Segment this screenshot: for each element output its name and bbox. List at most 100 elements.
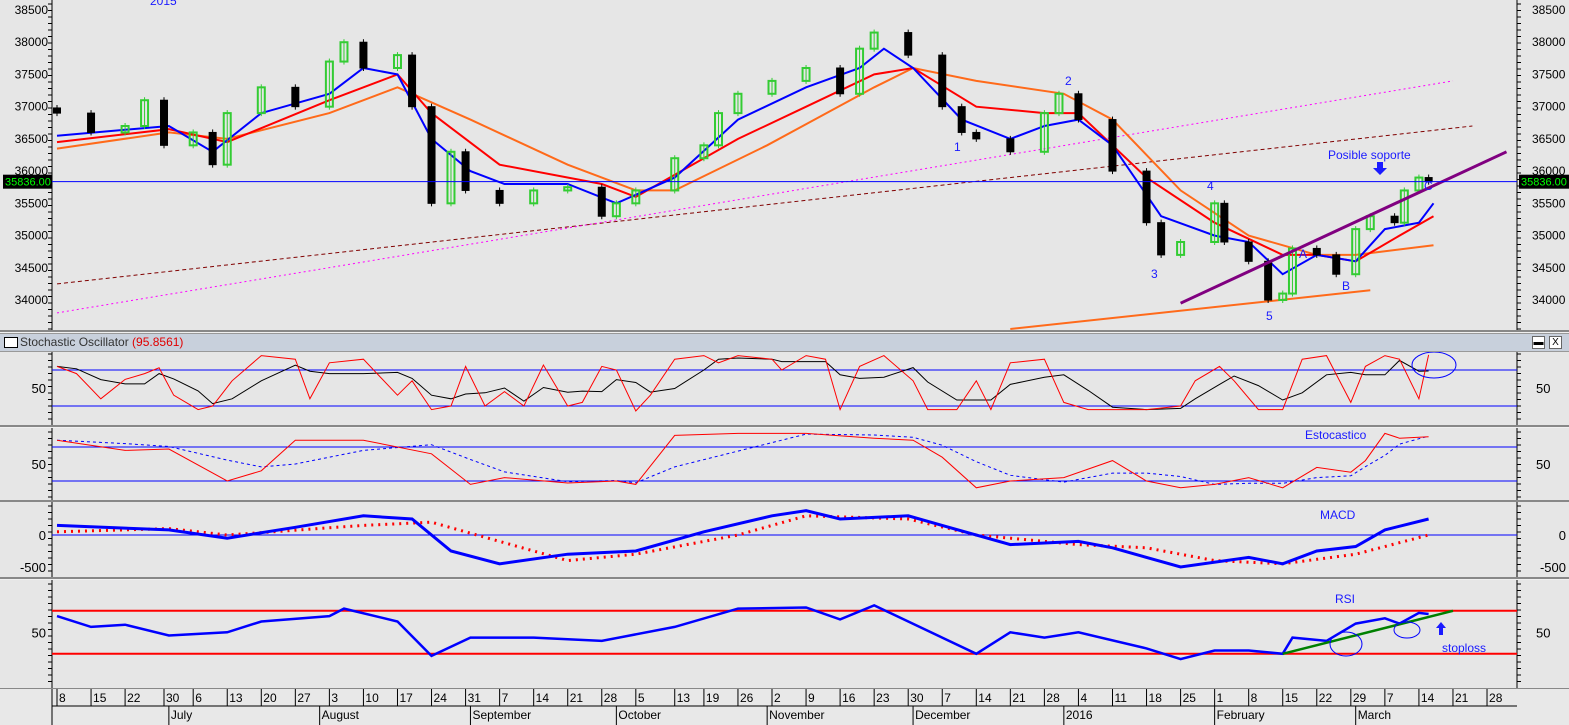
stochastic-d-line <box>56 357 1429 411</box>
candle-down <box>208 131 217 166</box>
price-tick-right: 35500 <box>1532 196 1566 210</box>
month-label: February <box>1217 708 1265 722</box>
ma-fast-line <box>56 47 1435 276</box>
support-line <box>1010 289 1371 330</box>
date-tick-label: 8 <box>59 691 66 705</box>
candle-up <box>392 54 402 69</box>
price-tick-right: 38500 <box>1532 3 1566 17</box>
month-label: September <box>472 708 531 722</box>
wave-label-3: 3 <box>1151 267 1158 281</box>
stochastic-title: Stochastic Oscillator (95.8561) <box>20 335 183 349</box>
candle-down <box>291 86 300 108</box>
rsi-label: RSI <box>1335 592 1356 606</box>
date-tick-label: 8 <box>1251 691 1258 705</box>
price-tick-right: 34500 <box>1532 261 1566 275</box>
estocastico-signal-line <box>56 433 1429 485</box>
candle-down <box>1142 170 1151 224</box>
candle-down <box>1312 247 1321 256</box>
price-tick-left: 37000 <box>15 100 49 114</box>
month-label: July <box>171 708 192 722</box>
date-tick-label: 1 <box>1217 691 1224 705</box>
date-tick-label: 7 <box>1387 691 1394 705</box>
price-tick-left: 35500 <box>15 196 49 210</box>
highlight-circle <box>1329 631 1363 657</box>
date-tick-label: 28 <box>1489 691 1503 705</box>
stochastic-right-axis <box>1517 350 1569 425</box>
rsi-panel <box>52 580 1517 688</box>
candle-up <box>120 125 130 134</box>
date-tick-label: 22 <box>127 691 141 705</box>
candle-down <box>1006 138 1015 153</box>
price-tick-right: 36500 <box>1532 132 1566 146</box>
date-tick-label: 15 <box>1285 691 1299 705</box>
candle-up <box>699 144 709 160</box>
estocastico-tick-left: 50 <box>32 457 46 472</box>
highlight-circle <box>1393 621 1421 639</box>
estocastico-label: Estocastico <box>1305 428 1367 442</box>
candle-down <box>461 151 470 191</box>
stochastic-panel-header: Stochastic Oscillator (95.8561) ▬ X <box>0 333 1569 352</box>
wave-label-a: A <box>1299 247 1308 261</box>
date-tick-label: 10 <box>365 691 379 705</box>
date-tick-label: 14 <box>536 691 550 705</box>
date-tick-label: 15 <box>93 691 107 705</box>
candle-down <box>904 32 913 56</box>
month-label: December <box>915 708 970 722</box>
date-tick-label: 13 <box>677 691 691 705</box>
date-tick-label: 21 <box>1455 691 1469 705</box>
month-label: October <box>618 708 661 722</box>
last-price-badge <box>1519 174 1569 189</box>
price-tick-left: 35000 <box>15 229 49 243</box>
date-tick-label: 30 <box>910 691 924 705</box>
rsi-left-axis <box>0 580 52 688</box>
candle-up <box>140 99 150 127</box>
wave-label-4: 4 <box>1207 179 1214 193</box>
candle-down <box>359 41 368 69</box>
rsi-right-axis <box>1517 580 1569 688</box>
minimize-panel-button[interactable]: ▬ <box>1532 336 1545 349</box>
date-tick-label: 20 <box>263 691 277 705</box>
candle-up <box>1399 189 1409 224</box>
price-tick-left: 37500 <box>15 67 49 81</box>
date-tick-label: 28 <box>1046 691 1060 705</box>
date-tick-label: 21 <box>1012 691 1026 705</box>
candle-down <box>408 54 417 108</box>
estocastico-right-axis <box>1517 428 1569 500</box>
panel-toggle-icon[interactable] <box>4 337 18 348</box>
candle-up <box>631 189 641 205</box>
candle-up <box>714 112 724 147</box>
candle-up <box>1414 176 1424 192</box>
date-tick-label: 3 <box>331 691 338 705</box>
date-tick-label: 7 <box>944 691 951 705</box>
candle-up <box>1287 247 1297 295</box>
candle-down <box>938 54 947 108</box>
macd-label: MACD <box>1320 508 1356 522</box>
highlight-circle <box>1411 351 1457 379</box>
candle-up <box>1054 92 1064 115</box>
date-tick-label: 14 <box>978 691 992 705</box>
ma-mid-line <box>56 66 1434 263</box>
date-tick-label: 23 <box>876 691 890 705</box>
candle-up <box>1039 112 1049 153</box>
last-price-text: 35836.00 <box>1521 177 1567 189</box>
price-tick-left: 34500 <box>15 261 49 275</box>
trendline-dotted <box>56 80 1454 314</box>
rsi-tick-left: 50 <box>32 625 46 640</box>
candle-up <box>801 67 811 82</box>
candle-up <box>188 131 198 147</box>
stochastic-value: (95.8561) <box>132 335 184 349</box>
date-tick-label: 19 <box>706 691 720 705</box>
candle-up <box>1351 228 1361 276</box>
price-left-axis <box>0 0 52 330</box>
date-tick-label: 2 <box>774 691 781 705</box>
date-tick-label: 11 <box>1114 691 1127 705</box>
candle-down <box>495 189 504 204</box>
candle-up <box>855 47 865 95</box>
macd-right-axis <box>1517 502 1569 577</box>
candle-down <box>87 112 96 133</box>
year-label: 2015 <box>150 0 177 8</box>
month-label: March <box>1358 708 1391 722</box>
price-tick-right: 37500 <box>1532 67 1566 81</box>
candle-up <box>256 86 266 115</box>
close-panel-button[interactable]: X <box>1549 336 1562 349</box>
